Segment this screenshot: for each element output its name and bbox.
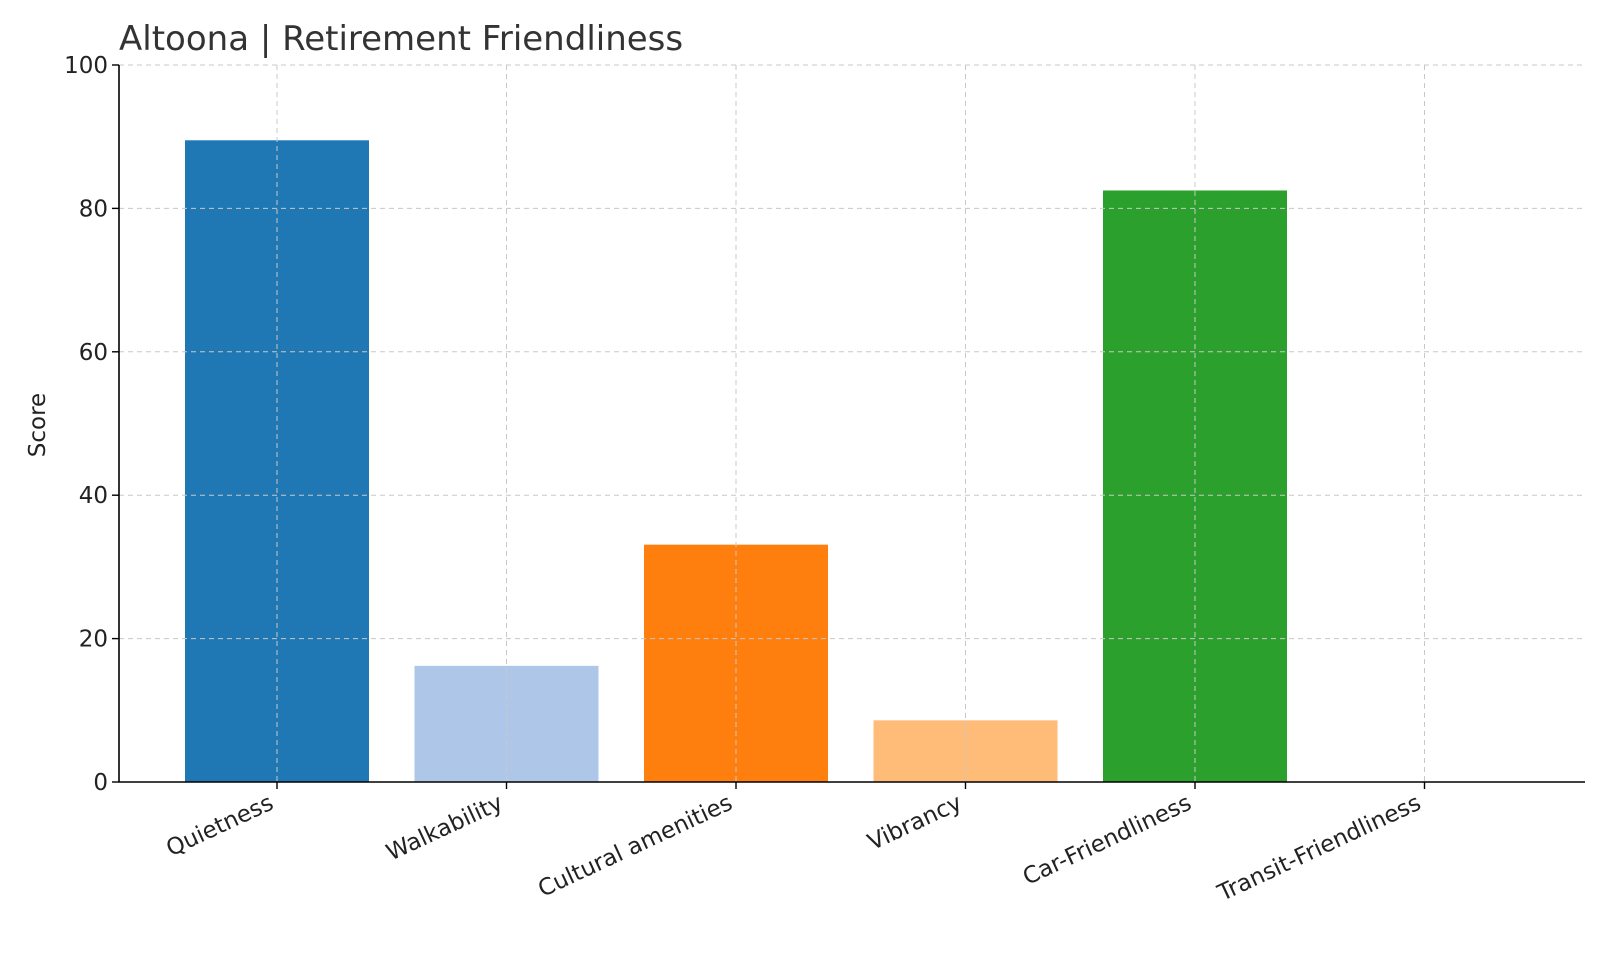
y-tick-label: 20 — [79, 627, 108, 653]
x-tick-label: Transit-Friendliness — [1213, 790, 1425, 907]
y-tick-label: 60 — [79, 340, 108, 366]
x-tick-label: Quietness — [162, 790, 277, 862]
axes — [118, 65, 1585, 783]
x-tick-label: Cultural amenities — [534, 790, 736, 903]
chart-title: Altoona | Retirement Friendliness — [119, 19, 683, 59]
y-tick-label: 0 — [93, 770, 108, 796]
y-tick-label: 40 — [79, 483, 108, 509]
y-tick-label: 100 — [64, 53, 108, 79]
x-tick-label: Walkability — [383, 790, 507, 866]
x-tick-label: Vibrancy — [864, 790, 966, 856]
y-tick-label: 80 — [79, 196, 108, 222]
y-ticks: 0 20 40 60 80 100 — [64, 53, 119, 796]
x-ticks: Quietness Walkability Cultural amenities Vi… — [162, 782, 1426, 907]
x-tick-label: Car-Friendliness — [1019, 790, 1196, 891]
bar-car-friendliness — [1103, 190, 1287, 783]
y-axis-label: Score — [25, 393, 51, 457]
